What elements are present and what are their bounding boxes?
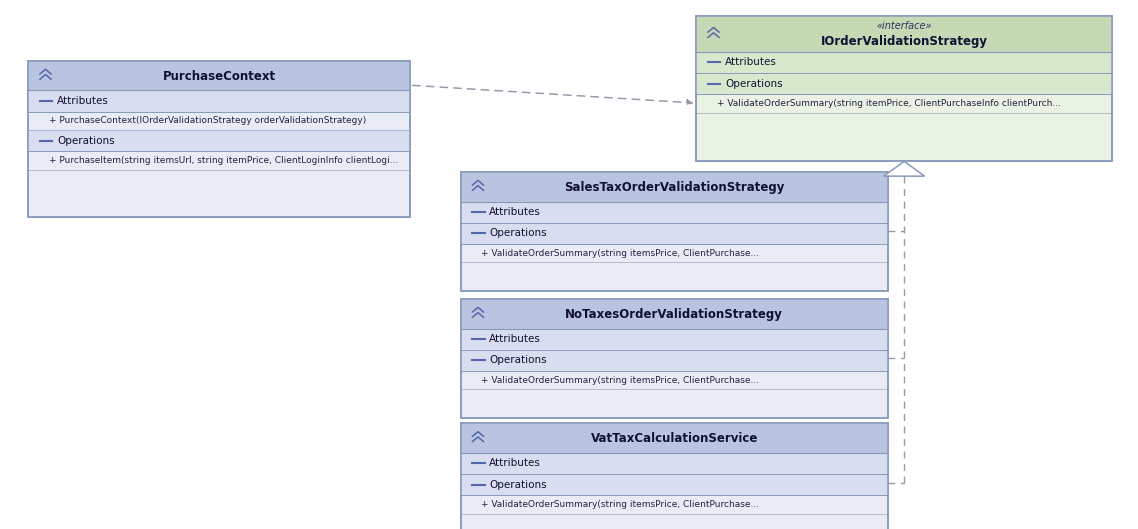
Text: Attributes: Attributes [489, 459, 542, 468]
Bar [461, 453, 888, 474]
Text: Attributes: Attributes [489, 207, 542, 217]
Text: Operations: Operations [725, 79, 783, 88]
Bar [696, 16, 1112, 161]
Text: + ValidateOrderSummary(string itemsPrice, ClientPurchase...: + ValidateOrderSummary(string itemsPrice… [481, 500, 759, 509]
Bar [696, 73, 1112, 94]
Bar [28, 61, 410, 217]
Bar [461, 423, 888, 453]
Text: + ValidateOrderSummary(string itemsPrice, ClientPurchase...: + ValidateOrderSummary(string itemsPrice… [481, 249, 759, 258]
Bar [28, 90, 410, 112]
Bar [461, 423, 888, 529]
Bar [461, 299, 888, 418]
Text: Attributes: Attributes [489, 334, 542, 344]
Bar [461, 172, 888, 291]
Bar [461, 172, 888, 291]
Text: + PurchaseItem(string itemsUrl, string itemPrice, ClientLoginInfo clientLogi...: + PurchaseItem(string itemsUrl, string i… [49, 156, 398, 165]
Text: Attributes: Attributes [57, 96, 109, 106]
Text: + PurchaseContext(IOrderValidationStrategy orderValidationStrategy): + PurchaseContext(IOrderValidationStrate… [49, 116, 366, 125]
Bar [461, 350, 888, 371]
Bar [461, 474, 888, 495]
Bar [461, 299, 888, 329]
Bar [28, 61, 410, 90]
Text: «interface»: «interface» [876, 21, 932, 31]
Text: IOrderValidationStrategy: IOrderValidationStrategy [820, 34, 988, 48]
Text: Attributes: Attributes [725, 58, 777, 67]
Text: Operations: Operations [489, 355, 547, 365]
Text: + ValidateOrderSummary(string itemPrice, ClientPurchaseInfo clientPurch...: + ValidateOrderSummary(string itemPrice,… [717, 99, 1061, 108]
Text: VatTaxCalculationService: VatTaxCalculationService [591, 432, 758, 445]
Bar [461, 223, 888, 244]
Bar [461, 299, 888, 418]
Bar [28, 61, 410, 217]
Bar [461, 423, 888, 529]
Text: + ValidateOrderSummary(string itemsPrice, ClientPurchase...: + ValidateOrderSummary(string itemsPrice… [481, 376, 759, 385]
Bar [696, 52, 1112, 73]
Polygon shape [883, 161, 924, 176]
Text: Operations: Operations [489, 480, 547, 489]
Bar [28, 130, 410, 151]
Bar [696, 16, 1112, 52]
Bar [461, 172, 888, 202]
Bar [461, 329, 888, 350]
Text: NoTaxesOrderValidationStrategy: NoTaxesOrderValidationStrategy [566, 308, 783, 321]
Text: Operations: Operations [489, 229, 547, 238]
Text: PurchaseContext: PurchaseContext [163, 70, 275, 83]
Bar [696, 16, 1112, 161]
Bar [461, 202, 888, 223]
Text: SalesTaxOrderValidationStrategy: SalesTaxOrderValidationStrategy [564, 181, 784, 194]
Text: Operations: Operations [57, 136, 115, 145]
